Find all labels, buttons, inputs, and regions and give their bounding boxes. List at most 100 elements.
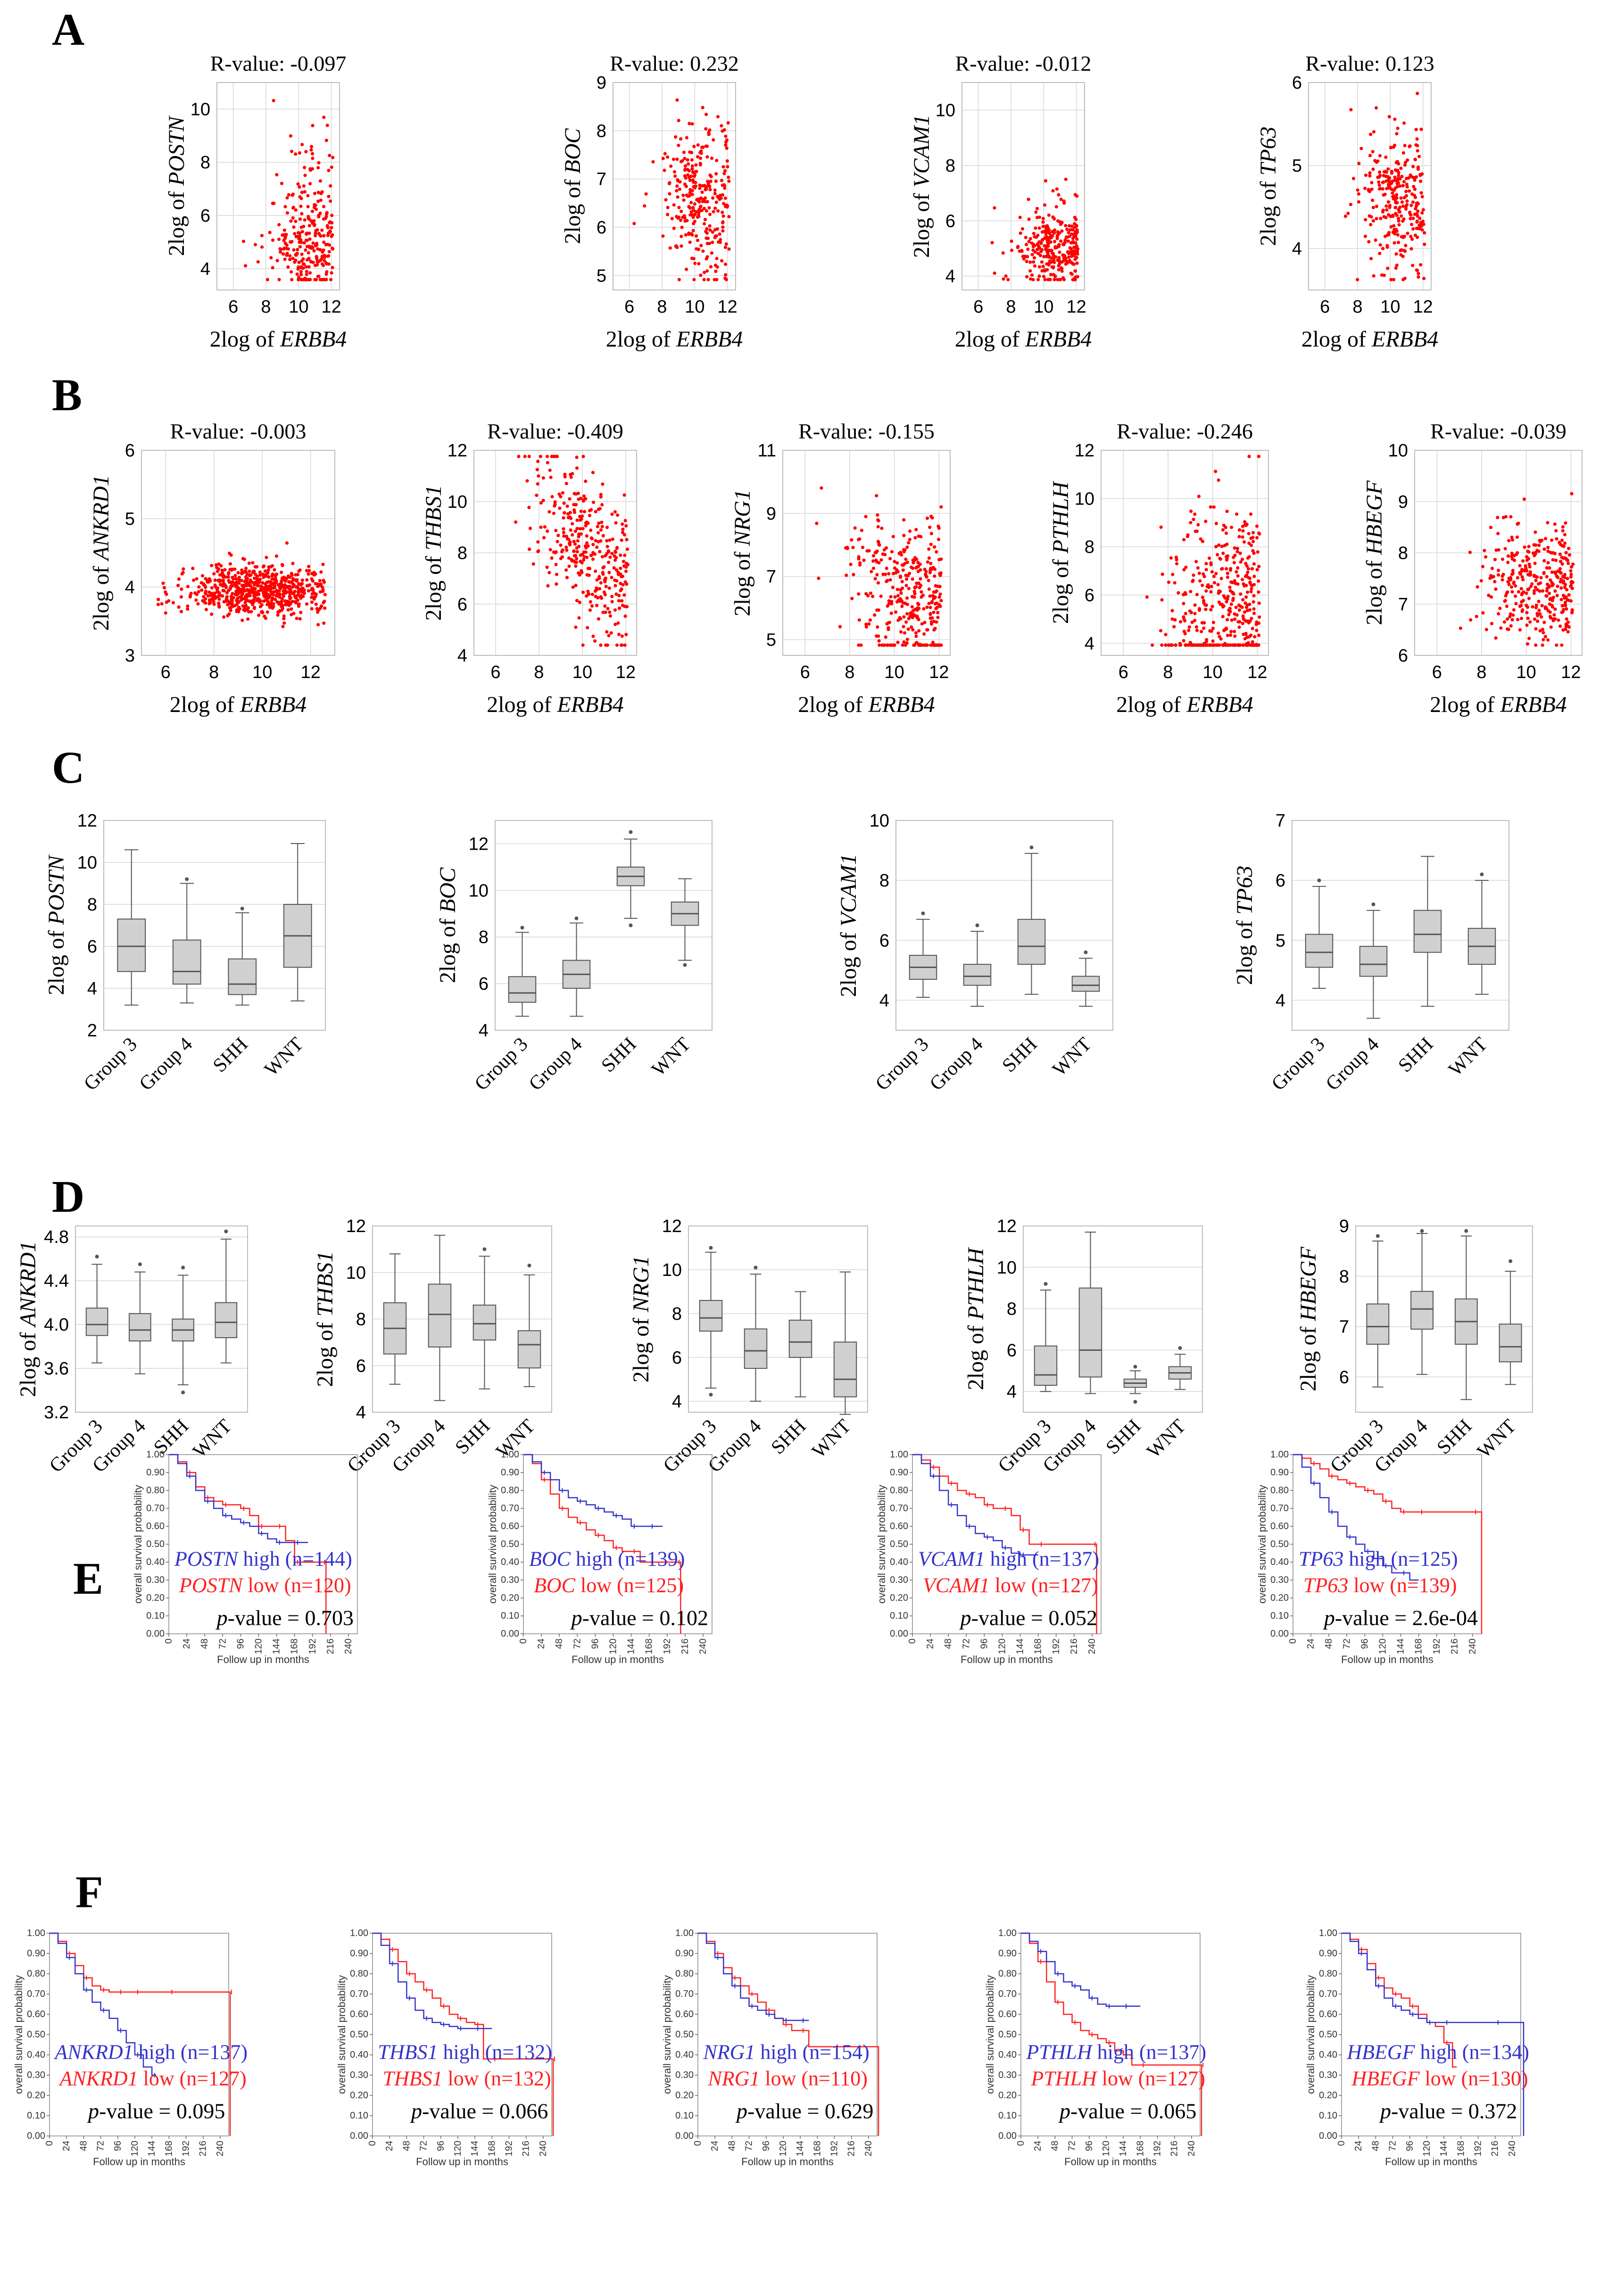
scatter-point <box>917 618 920 621</box>
scatter-point <box>924 643 928 647</box>
scatter-point <box>1569 569 1573 573</box>
scatter-point <box>887 621 892 624</box>
scatter-point <box>206 594 210 598</box>
scatter-point <box>1212 643 1216 647</box>
scatter-point <box>1562 579 1566 583</box>
scatter-point <box>619 553 622 557</box>
scatter-point <box>675 157 679 161</box>
scatter-point <box>1414 207 1417 211</box>
scatter-point <box>317 608 321 612</box>
scatter-point <box>1036 233 1040 237</box>
scatter-point <box>215 565 219 570</box>
category-label: WNT <box>1048 1034 1095 1081</box>
scatter-point <box>1394 206 1398 209</box>
scatter-point <box>277 589 281 593</box>
scatter-point <box>165 592 168 596</box>
p-value-label: p-value = 0.703 <box>215 1606 354 1630</box>
scatter-point <box>1559 586 1563 590</box>
scatter-point <box>599 539 603 543</box>
scatter-point <box>210 563 214 567</box>
scatter-point <box>838 625 842 629</box>
scatter-point <box>1569 575 1573 579</box>
scatter-point <box>1178 620 1183 624</box>
scatter-point <box>621 574 625 578</box>
x-tick-label: 0 <box>1016 2141 1026 2146</box>
scatter-point <box>1182 538 1186 542</box>
scatter-point <box>674 244 678 248</box>
scatter-point <box>920 595 923 599</box>
x-tick-label: 72 <box>744 2141 754 2151</box>
km-line-low <box>1021 1932 1202 2136</box>
plot-frame <box>372 1225 552 1413</box>
km-tp63: 0.000.100.200.300.400.500.600.700.800.90… <box>1256 1449 1483 1665</box>
y-tick-label: 0.30 <box>1270 1575 1289 1585</box>
y-tick-label: 0.00 <box>675 2131 694 2141</box>
x-tick-label: 8 <box>1163 662 1173 682</box>
scatter-point <box>891 571 895 575</box>
scatter-point <box>1057 268 1061 272</box>
scatter-point <box>881 572 885 576</box>
scatter-point <box>695 234 698 238</box>
scatter-point <box>1016 245 1020 248</box>
scatter-point <box>890 602 894 606</box>
scatter-point <box>599 528 603 532</box>
scatter-point <box>1506 590 1509 594</box>
x-tick-label: 72 <box>961 1639 971 1649</box>
scatter-point <box>322 116 326 119</box>
scatter-point <box>1243 520 1247 524</box>
scatter-point <box>1058 250 1061 254</box>
scatter-point <box>1359 147 1363 150</box>
scatter-point <box>1547 591 1551 596</box>
scatter-point <box>707 131 711 134</box>
y-tick-label: 0.90 <box>998 1948 1017 1959</box>
y-tick-label: 0.40 <box>1270 1557 1289 1567</box>
scatter-point <box>1076 230 1079 234</box>
x-tick-label: 8 <box>657 297 667 317</box>
scatter-point <box>1010 239 1013 243</box>
scatter-point <box>933 627 937 630</box>
scatter-point <box>598 550 602 554</box>
scatter-point <box>1047 248 1051 252</box>
y-tick-label: 0.40 <box>146 1557 165 1567</box>
scatter-point <box>1375 159 1378 164</box>
scatter-point <box>247 599 251 603</box>
x-tick-label: 120 <box>253 1639 264 1654</box>
scatter-point <box>1534 604 1538 607</box>
y-tick-label: 0.30 <box>501 1575 519 1585</box>
scatter-point <box>670 217 674 221</box>
scatter-point <box>1515 535 1519 539</box>
scatter-point <box>237 591 241 595</box>
outlier-point <box>181 1390 185 1395</box>
scatter-point <box>591 557 595 561</box>
scatter-point <box>1512 554 1516 557</box>
scatter-point <box>233 574 237 578</box>
scatter-point <box>603 579 607 584</box>
x-tick-label: 216 <box>325 1639 336 1654</box>
scatter-point <box>704 209 708 213</box>
scatter-point <box>691 170 695 174</box>
scatter-point <box>721 221 725 225</box>
scatter-point <box>904 557 908 561</box>
scatter-point <box>1561 525 1565 529</box>
scatter-point <box>668 181 671 185</box>
scatter-point <box>319 191 323 195</box>
scatter-point <box>1220 567 1224 571</box>
scatter-point <box>887 626 890 630</box>
x-tick-label: 8 <box>1352 297 1362 317</box>
scatter-point <box>895 588 900 591</box>
y-axis-label: 2log of PTHLH <box>963 1247 988 1390</box>
scatter-point <box>661 157 665 160</box>
scatter-point <box>1557 618 1560 622</box>
km-line-high <box>912 1454 1038 1556</box>
scatter-point <box>283 241 287 245</box>
scatter-point <box>1505 617 1509 621</box>
category-label: WNT <box>1444 1034 1491 1081</box>
scatter-point <box>891 535 895 538</box>
scatter-point <box>722 172 726 175</box>
scatter-point <box>222 600 226 604</box>
x-tick-label: 10 <box>572 662 592 682</box>
scatter-point <box>1075 256 1078 259</box>
